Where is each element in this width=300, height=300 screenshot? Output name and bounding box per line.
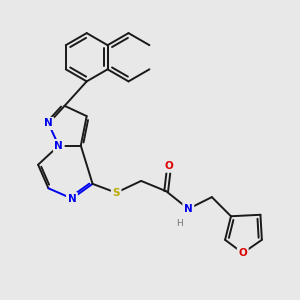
Text: N: N bbox=[68, 194, 76, 204]
Text: O: O bbox=[165, 161, 173, 171]
Text: S: S bbox=[112, 188, 120, 198]
Text: H: H bbox=[176, 219, 183, 228]
Text: N: N bbox=[44, 118, 53, 128]
Text: O: O bbox=[238, 248, 247, 258]
Text: N: N bbox=[54, 141, 63, 151]
Text: N: N bbox=[184, 204, 193, 214]
